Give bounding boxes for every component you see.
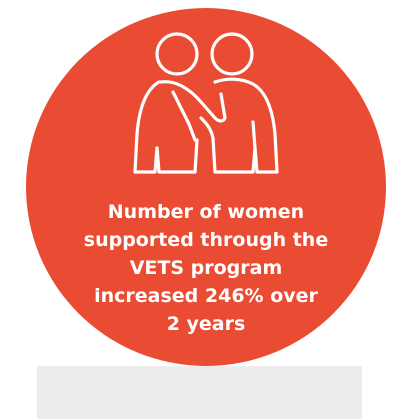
two-people-embrace-icon	[133, 32, 279, 174]
stat-description: Number of women supported through the VE…	[46, 198, 366, 338]
footer-bar	[37, 366, 362, 419]
stat-line: increased 246% over	[94, 285, 318, 307]
stat-line: VETS program	[129, 257, 283, 279]
stat-line: 2 years	[166, 313, 246, 335]
stat-line: Number of women	[107, 201, 305, 223]
stat-circle	[26, 8, 386, 366]
stat-line: supported through the	[83, 229, 329, 251]
